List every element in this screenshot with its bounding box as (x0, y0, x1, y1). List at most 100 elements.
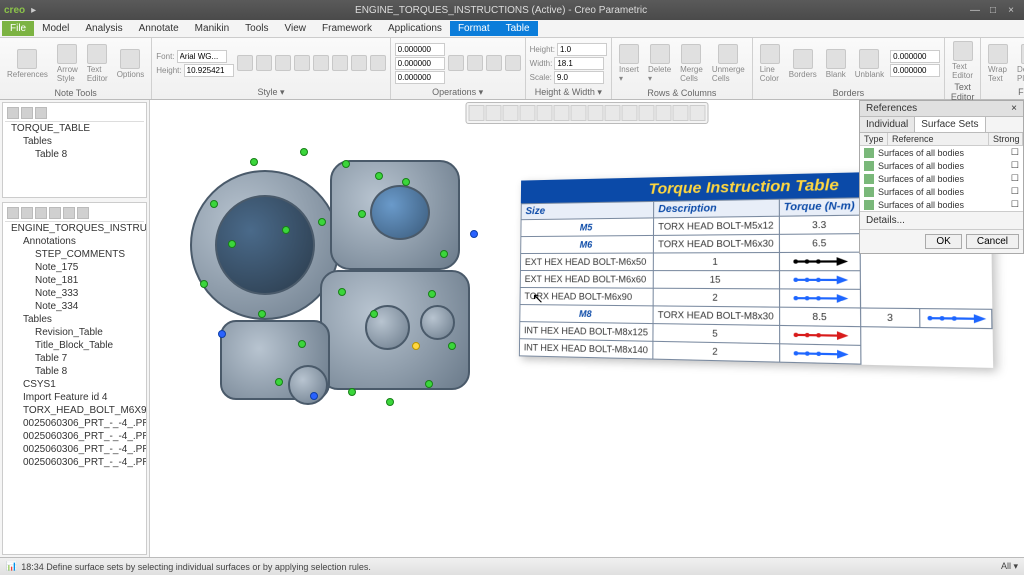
tree-node[interactable]: STEP_COMMENTS (5, 248, 144, 261)
ribbon-button[interactable]: Blank (823, 48, 849, 80)
ribbon-button[interactable]: Decimal Places (1014, 43, 1024, 84)
tool-icon[interactable] (622, 105, 638, 121)
menu-analysis[interactable]: Analysis (77, 21, 130, 36)
ribbon-button[interactable]: Insert ▾ (616, 43, 642, 84)
close-button[interactable]: × (1002, 5, 1020, 16)
ribbon-button[interactable]: Unmerge Cells (709, 43, 748, 84)
tree-tool-icon[interactable] (21, 207, 33, 219)
bolt-marker[interactable] (218, 330, 226, 338)
ribbon-button[interactable]: Borders (786, 48, 820, 80)
tree-node[interactable]: 0025060306_PRT_-_-4_.PRT (5, 430, 144, 443)
bolt-marker[interactable] (370, 310, 378, 318)
tree-node[interactable]: ENGINE_TORQUES_INSTRUCTIONS.ASM (5, 222, 144, 235)
ribbon-field[interactable] (395, 43, 445, 56)
menu-applications[interactable]: Applications (380, 21, 450, 36)
minimize-button[interactable]: — (966, 5, 984, 16)
tree-node[interactable]: Tables (5, 313, 144, 326)
ribbon-icon[interactable] (448, 55, 464, 71)
bolt-marker[interactable] (428, 290, 436, 298)
bolt-marker[interactable] (358, 210, 366, 218)
ribbon-icon[interactable] (370, 55, 386, 71)
ribbon-icon[interactable] (237, 55, 253, 71)
menu-table[interactable]: Table (498, 21, 538, 36)
ribbon-button[interactable]: Unblank (852, 48, 887, 80)
bolt-marker[interactable] (448, 342, 456, 350)
menu-format[interactable]: Format (450, 21, 498, 36)
ribbon-icon[interactable] (294, 55, 310, 71)
bolt-marker[interactable] (470, 230, 478, 238)
tree-node[interactable]: 0025060306_PRT_-_-4_.PRT (5, 417, 144, 430)
ribbon-button[interactable]: Text Editor (949, 40, 976, 81)
ribbon-icon[interactable] (505, 55, 521, 71)
ribbon-icon[interactable] (256, 55, 272, 71)
pan-icon[interactable] (520, 105, 536, 121)
ribbon-button[interactable]: References (4, 48, 51, 80)
ribbon-field[interactable]: Font: (156, 50, 233, 63)
ribbon-icon[interactable] (351, 55, 367, 71)
bolt-marker[interactable] (250, 158, 258, 166)
ref-row[interactable]: Surfaces of all bodies☐ (860, 198, 1023, 211)
tree-node[interactable]: Table 7 (5, 352, 144, 365)
ribbon-button[interactable]: Text Editor (84, 43, 111, 84)
ribbon-icon[interactable] (313, 55, 329, 71)
bolt-marker[interactable] (440, 250, 448, 258)
references-close-icon[interactable]: × (1011, 103, 1017, 114)
menu-file[interactable]: File (2, 21, 34, 36)
tree-tool-icon[interactable] (35, 207, 47, 219)
details-button[interactable]: Details... (860, 211, 1023, 229)
bolt-marker[interactable] (412, 342, 420, 350)
canvas[interactable]: Torque Instruction Table SizeDescription… (150, 100, 1024, 557)
ref-row[interactable]: Surfaces of all bodies☐ (860, 185, 1023, 198)
ribbon-icon[interactable] (467, 55, 483, 71)
tree-node[interactable]: TORQUE_TABLE (5, 122, 144, 135)
ribbon-field[interactable]: Scale: (530, 71, 607, 84)
ribbon-button[interactable]: Delete ▾ (645, 43, 674, 84)
ribbon-button[interactable]: Wrap Text (985, 43, 1011, 84)
ribbon-field[interactable] (890, 50, 940, 63)
tool-icon[interactable] (639, 105, 655, 121)
tool-icon[interactable] (605, 105, 621, 121)
ribbon-button[interactable]: Line Color (757, 43, 783, 84)
tree-node[interactable]: Table 8 (5, 365, 144, 378)
ribbon-field[interactable]: Width: (530, 57, 607, 70)
tree-node[interactable]: Tables (5, 135, 144, 148)
tree-tool-icon[interactable] (21, 107, 33, 119)
ref-row[interactable]: Surfaces of all bodies☐ (860, 172, 1023, 185)
bolt-marker[interactable] (342, 160, 350, 168)
bolt-marker[interactable] (298, 340, 306, 348)
status-filter[interactable]: All ▾ (1001, 561, 1018, 572)
bolt-marker[interactable] (210, 200, 218, 208)
bolt-marker[interactable] (300, 148, 308, 156)
ref-row[interactable]: Surfaces of all bodies☐ (860, 159, 1023, 172)
engine-model[interactable] (170, 130, 490, 410)
ribbon-field[interactable] (395, 71, 445, 84)
tree-node[interactable]: CSYS1 (5, 378, 144, 391)
bolt-marker[interactable] (282, 226, 290, 234)
tree-node[interactable]: 0025060306_PRT_-_-4_.PRT (5, 443, 144, 456)
ref-row[interactable]: Surfaces of all bodies☐ (860, 146, 1023, 159)
tree-node[interactable]: TORX_HEAD_BOLT_M6X90.PRT (5, 404, 144, 417)
tree-node[interactable]: Note_175 (5, 261, 144, 274)
ribbon-button[interactable]: Merge Cells (677, 43, 706, 84)
ref-tab[interactable]: Individual (860, 117, 915, 132)
rotate-icon[interactable] (537, 105, 553, 121)
bolt-marker[interactable] (338, 288, 346, 296)
ref-tab[interactable]: Surface Sets (915, 117, 985, 132)
menu-annotate[interactable]: Annotate (131, 21, 187, 36)
ribbon-icon[interactable] (332, 55, 348, 71)
tree-tool-icon[interactable] (7, 207, 19, 219)
bolt-marker[interactable] (258, 310, 266, 318)
bolt-marker[interactable] (375, 172, 383, 180)
ribbon-icon[interactable] (275, 55, 291, 71)
menu-view[interactable]: View (277, 21, 315, 36)
cancel-button[interactable]: Cancel (966, 234, 1019, 249)
tree-tool-icon[interactable] (7, 107, 19, 119)
ribbon-button[interactable]: Options (114, 48, 148, 80)
bolt-marker[interactable] (318, 218, 326, 226)
tree-tool-icon[interactable] (35, 107, 47, 119)
bolt-marker[interactable] (228, 240, 236, 248)
tool-icon[interactable] (690, 105, 706, 121)
bolt-marker[interactable] (348, 388, 356, 396)
bolt-marker[interactable] (310, 392, 318, 400)
tree-node[interactable]: Note_181 (5, 274, 144, 287)
